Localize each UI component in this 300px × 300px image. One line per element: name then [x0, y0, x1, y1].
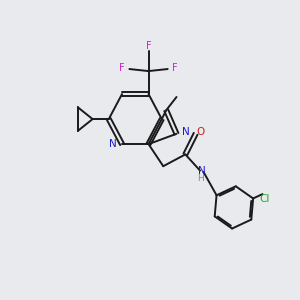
Text: N: N: [182, 127, 190, 137]
Text: N: N: [198, 166, 206, 176]
Text: F: F: [172, 63, 178, 73]
Text: H: H: [197, 174, 204, 183]
Text: F: F: [119, 63, 125, 73]
Text: N: N: [109, 139, 117, 149]
Text: O: O: [197, 127, 205, 137]
Text: Cl: Cl: [260, 194, 270, 204]
Text: F: F: [146, 41, 151, 51]
